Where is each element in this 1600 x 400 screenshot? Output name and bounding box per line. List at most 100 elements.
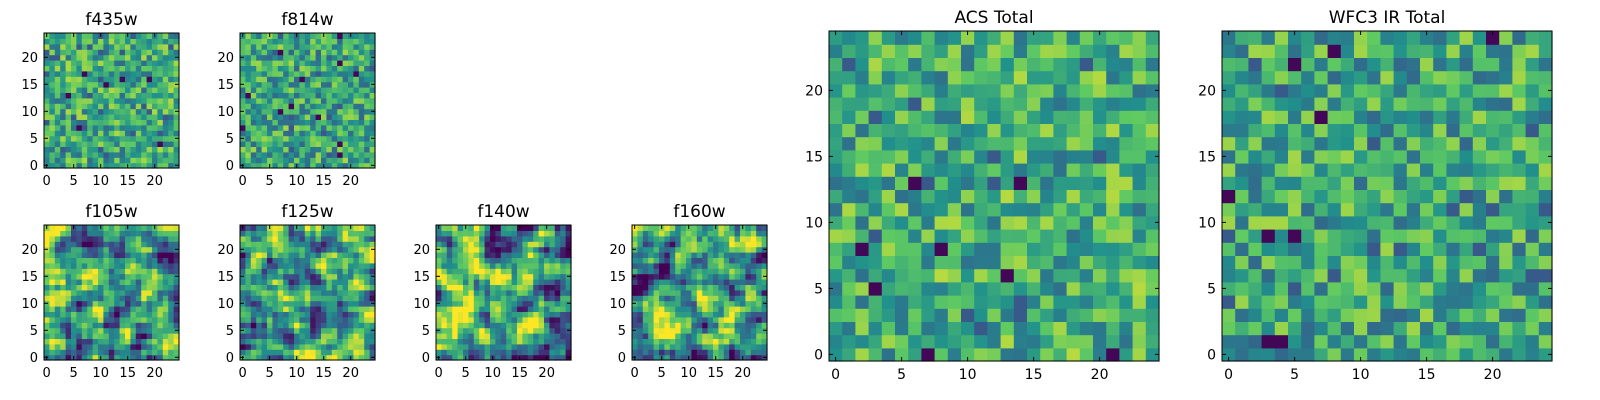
heatmap-cell [358,289,365,296]
heatmap-cell [369,241,376,248]
heatmap-cell [1027,44,1041,58]
heatmap-cell [141,354,148,361]
heatmap-cell [321,262,327,269]
heatmap-cell [71,49,77,56]
heatmap-cell [114,333,121,339]
heatmap-cell [934,97,949,111]
heatmap-cell [511,273,518,280]
heatmap-cell [342,76,349,83]
heatmap-cell [1040,202,1054,217]
heatmap-cell [54,225,61,231]
heatmap-cell [267,338,273,345]
heatmap-cell [1340,163,1355,177]
heatmap-cell [1013,31,1028,45]
heatmap-cell [1367,176,1381,190]
heatmap-cell [321,235,327,242]
heatmap-cell [961,229,975,243]
heatmap-cells [240,33,376,169]
heatmap-cell [135,151,142,158]
heatmap-cell [642,327,649,334]
heatmap-cell [1301,295,1315,309]
heatmap-cell [648,289,655,296]
heatmap-cell [479,284,486,291]
heatmap-cell [310,279,317,285]
heatmap-cell [364,268,371,275]
heatmap-cell [369,70,376,77]
heatmap-cell [527,354,534,361]
heatmap-cell [637,279,644,285]
heatmap-cell [637,306,644,312]
heatmap-cell [321,103,327,110]
heatmap-cell [1093,123,1107,138]
heatmap-cell [1119,83,1134,98]
heatmap-cell [135,343,142,350]
heatmap-cell [664,289,671,296]
heatmap-cell [337,157,344,164]
heatmap-cell [240,230,246,237]
heatmap-cell [490,279,496,285]
heatmap-cell [565,316,572,323]
heatmap-cell [533,300,540,307]
heatmap-cell [484,235,491,242]
heatmap-cell [664,327,671,334]
heatmap-cell [1066,202,1081,217]
heatmap-cell [135,279,142,285]
heatmap-cell [81,322,88,329]
heatmap-cell [680,273,687,280]
heatmap-cell [119,49,126,56]
heatmap-cell [331,241,338,248]
heatmap-cell [1040,229,1054,243]
heatmap-cell [761,257,768,264]
heatmap-cell [49,295,56,302]
heatmap-cell [565,241,572,248]
heatmap-cell [358,316,365,323]
heatmap-cell [337,49,344,56]
heatmap-cell [256,300,263,307]
heatmap-cell [1093,202,1107,217]
heatmap-cell [707,343,714,350]
heatmap-cell [125,343,131,350]
heatmap-cell [288,65,295,72]
heatmap-cell [484,246,491,253]
heatmap-cell [637,327,644,334]
heatmap-cell [648,279,655,285]
heatmap-cell [908,202,922,217]
heatmap-cell [554,246,561,253]
heatmap-cell [162,38,169,45]
heatmap-cell [745,343,752,350]
heatmap-cell [1222,149,1236,164]
heatmap-cell [1066,281,1081,296]
heatmap-cell [675,338,682,345]
heatmap-cell [152,268,158,275]
heatmap-cell [114,130,121,137]
heatmap-cell [452,230,459,237]
heatmap-cell [326,124,333,131]
heatmap-cell [267,119,273,126]
heatmap-cell [457,349,464,356]
heatmap-cell [1327,176,1342,190]
heatmap-cell [277,92,284,99]
heatmap-cell [272,349,279,356]
heatmap-cell [544,306,550,312]
heatmap-cell [1393,295,1408,309]
heatmap-cell [272,322,279,329]
heatmap-cell [92,65,99,72]
heatmap-cell [353,81,360,88]
heatmap-cell [157,54,164,61]
heatmap-cell [691,354,698,361]
heatmap-cell [696,273,703,280]
heatmap-cell [1433,202,1447,217]
heatmap-cell [522,343,529,350]
heatmap-cell [1013,255,1028,270]
heatmap-cell [1340,334,1355,349]
heatmap-cell [103,87,110,93]
heatmap-cell [44,103,50,110]
heatmap-cell [125,279,131,285]
heatmap-cell [1040,295,1054,309]
heatmap-cell [691,225,698,231]
heatmap-cell [511,343,518,350]
heatmap-cell [723,333,730,339]
heatmap-cell [256,33,263,39]
heatmap-cell [1512,229,1527,243]
heatmap-cell [272,141,279,147]
